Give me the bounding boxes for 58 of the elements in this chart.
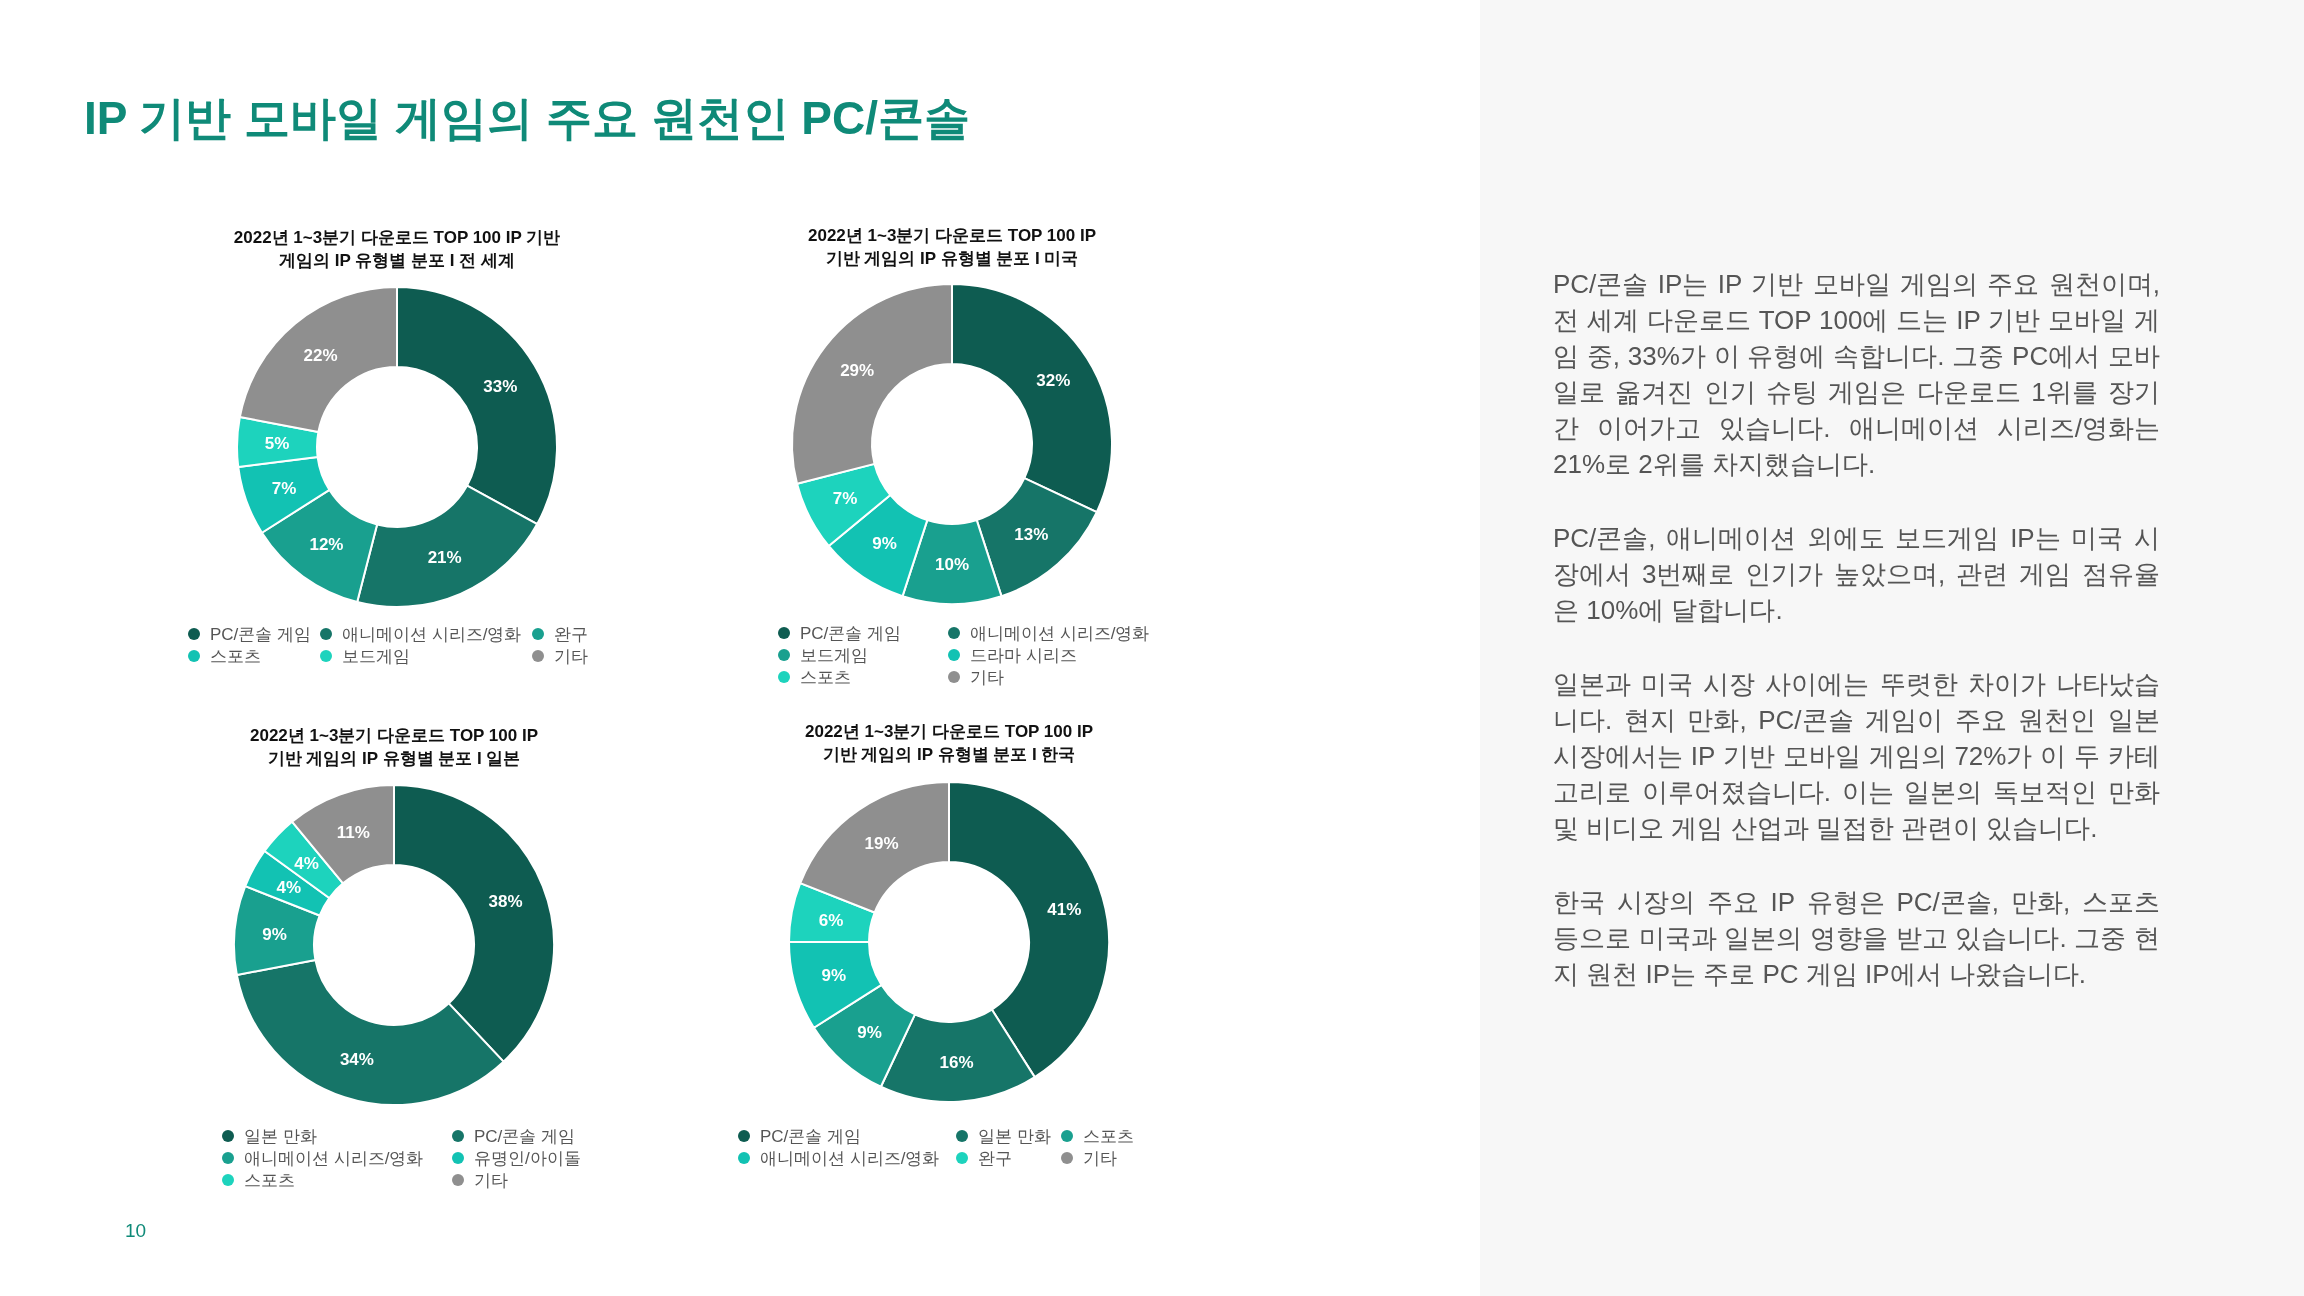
legend-label: 일본 만화 (244, 1127, 317, 1146)
legend-label: 완구 (978, 1149, 1012, 1168)
data-label: 33% (483, 376, 518, 396)
text: PC/콘솔, 애니메이션 외에도 보드게임 IP는 미국 시장에서 3번째로 인기가 높았으며, 관련 게임 점유율은 10%에 달합니다. (1553, 522, 2160, 627)
data-label: 5% (264, 434, 290, 454)
data-label: 4% (276, 878, 302, 898)
legend-label: 스포츠 (1083, 1127, 1134, 1146)
legend-label: 드라마 시리즈 (970, 646, 1077, 665)
chart-title: 2022년 1~3분기 다운로드 TOP 100 IP 기반 게임의 IP 유형별 분포 I 한국 (804, 721, 1094, 766)
text: 한국 시장의 주요 IP 유형은 PC/콘솔, 만화, 스포츠 등으로 미국과 일본의 영향을 받고 있습니다. 그중 현지 원천 IP는 주로 PC 게임 IP에서 나왔습니다. (1553, 886, 2160, 991)
text: PC/콘솔 IP는 IP 기반 모바일 게임의 주요 원천이며, 전 세계 다운로드 TOP 100에 드는 IP 기반 모바일 게임 중, 33%가 이 유형에 속합니다. 그중 PC에서 모바일로 옮겨진 인기 슈팅 게임은 다운로드 1위를 장기간 이어가고 있습니다. 애니메이션 시리즈/영화는 21%로 2위를 차지했습니다. (1553, 268, 2160, 481)
data-label: 12% (309, 535, 344, 555)
data-label: 4% (294, 853, 319, 873)
data-label: 10% (934, 555, 970, 574)
data-label: 11% (336, 823, 370, 843)
legend-label: 일본 만화 (978, 1127, 1051, 1146)
data-label: 7% (271, 478, 297, 498)
data-label: 16% (939, 1052, 974, 1072)
legend-label: 기타 (970, 668, 1004, 687)
data-label: 41% (1047, 899, 1082, 919)
data-label: 6% (818, 910, 844, 930)
legend-label: PC/콘솔 게임 (210, 625, 312, 644)
legend-label: 애니메이션 시리즈/영화 (970, 624, 1150, 643)
legend-label: 스포츠 (800, 668, 851, 687)
legend-label: PC/콘솔 게임 (800, 624, 902, 643)
legend-label: 기타 (1083, 1149, 1117, 1168)
data-label: 21% (427, 548, 462, 568)
data-label: 13% (1014, 525, 1049, 545)
chart-title: 2022년 1~3분기 다운로드 TOP 100 IP 기반 게임의 IP 유형별 분포 I 전 세계 (232, 227, 562, 272)
data-label: 19% (864, 833, 899, 853)
data-label: 38% (488, 891, 523, 911)
data-label: 9% (857, 1023, 882, 1043)
legend-label: 애니메이션 시리즈/영화 (244, 1149, 424, 1168)
legend-label: 기타 (554, 647, 588, 666)
legend-label: 애니메이션 시리즈/영화 (342, 625, 522, 644)
legend-label: PC/콘솔 게임 (760, 1127, 862, 1146)
data-label: 9% (821, 966, 847, 986)
legend-label: 유명인/아이돌 (474, 1149, 581, 1168)
legend-label: 보드게임 (800, 646, 868, 665)
data-label: 9% (262, 924, 287, 944)
chart-title: 2022년 1~3분기 다운로드 TOP 100 IP 기반 게임의 IP 유형별 분포 I 미국 (807, 225, 1097, 270)
text: IP 기반 모바일 게임의 주요 원천인 PC/콘솔 (84, 91, 970, 146)
legend-label: 애니메이션 시리즈/영화 (760, 1149, 940, 1168)
data-label: 7% (832, 489, 858, 509)
data-label: 32% (1036, 370, 1071, 390)
text: 10 (125, 1220, 147, 1242)
text: 일본과 미국 시장 사이에는 뚜렷한 차이가 나타났습니다. 현지 만화, PC/콘솔 게임이 주요 원천인 일본 시장에서는 IP 기반 모바일 게임의 72%가 이 두 카테고리로 이루어졌습니다. 이는 일본의 독보적인 만화 및 비디오 게임 산업과 밀접한 관련이 있습니다. (1553, 668, 2160, 845)
legend-label: 스포츠 (210, 647, 261, 666)
chart-title: 2022년 1~3분기 다운로드 TOP 100 IP 기반 게임의 IP 유형별 분포 I 일본 (249, 725, 539, 770)
legend-label: 기타 (474, 1171, 508, 1190)
legend-label: 보드게임 (342, 647, 410, 666)
legend-label: 완구 (554, 625, 588, 644)
legend-label: 스포츠 (244, 1171, 295, 1190)
legend-label: PC/콘솔 게임 (474, 1127, 576, 1146)
data-label: 22% (303, 345, 338, 365)
data-label: 34% (339, 1050, 374, 1070)
data-label: 29% (840, 361, 875, 381)
data-label: 9% (872, 534, 897, 554)
